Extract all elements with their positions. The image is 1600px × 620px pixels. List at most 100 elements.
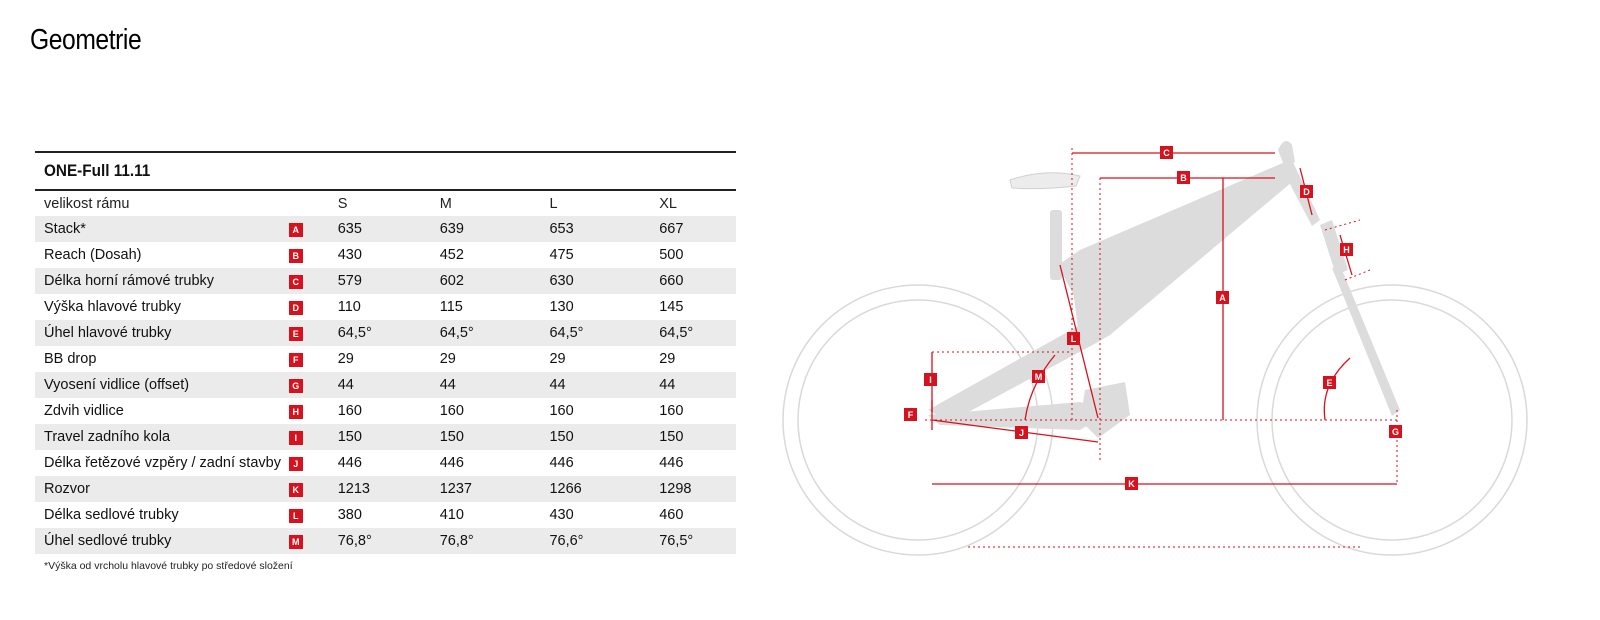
row-value: 446 bbox=[439, 455, 464, 471]
row-value: 160 bbox=[439, 403, 464, 419]
dimension-badge: D bbox=[288, 301, 303, 315]
row-value: 475 bbox=[549, 247, 574, 263]
row-value: 44 bbox=[659, 372, 736, 398]
row-value: 150 bbox=[659, 424, 736, 450]
row-value: 602 bbox=[439, 268, 550, 294]
dimension-badges: C B D H A L M I E F J G K bbox=[904, 146, 1402, 490]
table-row: Vyosení vidlice (offset) G 44 44 44 44 bbox=[35, 372, 736, 398]
svg-text:B: B bbox=[1180, 173, 1187, 183]
row-value: 110 bbox=[337, 299, 361, 315]
table-header-row: velikost rámu S M L XL bbox=[35, 190, 736, 216]
row-value: 667 bbox=[659, 216, 736, 242]
front-wheel bbox=[1256, 284, 1528, 556]
row-value: 639 bbox=[439, 216, 550, 242]
svg-text:H: H bbox=[1343, 245, 1350, 255]
row-value: 29 bbox=[439, 351, 456, 367]
header-label: velikost rámu bbox=[44, 195, 130, 212]
row-value: 380 bbox=[337, 507, 362, 523]
row-value: 76,8° bbox=[439, 528, 550, 554]
row-label: Reach (Dosah) bbox=[44, 247, 142, 263]
svg-text:F: F bbox=[908, 410, 914, 420]
page-title: Geometrie bbox=[30, 24, 142, 56]
row-label: Délka horní rámové trubky bbox=[35, 268, 289, 294]
bike-frame bbox=[928, 160, 1400, 438]
row-label: Výška hlavové trubky bbox=[44, 299, 182, 315]
model-name: ONE-Full 11.11 bbox=[44, 161, 151, 180]
badge-g: G bbox=[1389, 425, 1402, 438]
row-value: 64,5° bbox=[439, 320, 550, 346]
svg-text:E: E bbox=[1326, 378, 1332, 388]
table-row: Zdvih vidlice H 160 160 160 160 bbox=[35, 398, 736, 424]
table-row: Stack* A 635 639 653 667 bbox=[35, 216, 736, 242]
row-value: 145 bbox=[659, 299, 684, 315]
table-row: Úhel hlavové trubky E 64,5° 64,5° 64,5° 64,5° bbox=[35, 320, 736, 346]
header-size: L bbox=[549, 195, 558, 212]
row-value: 115 bbox=[439, 299, 463, 315]
dimension-badge: A bbox=[288, 223, 303, 237]
svg-text:M: M bbox=[1035, 372, 1043, 382]
row-value: 430 bbox=[549, 507, 574, 523]
row-label: Stack* bbox=[35, 216, 289, 242]
row-value: 452 bbox=[439, 247, 464, 263]
row-value: 29 bbox=[337, 351, 354, 367]
badge-m: M bbox=[1032, 370, 1045, 383]
row-value: 653 bbox=[549, 216, 660, 242]
row-value: 160 bbox=[659, 403, 684, 419]
row-value: 29 bbox=[659, 351, 676, 367]
dimension-badge: C bbox=[288, 275, 303, 289]
row-value: 76,5° bbox=[659, 528, 736, 554]
row-label: Rozvor bbox=[35, 476, 289, 502]
row-value: 150 bbox=[439, 424, 550, 450]
svg-text:L: L bbox=[1071, 334, 1077, 344]
table-row: Délka horní rámové trubky C 579 602 630 660 bbox=[35, 268, 736, 294]
table-row: Reach (Dosah) B 430 452 475 500 bbox=[35, 242, 736, 268]
svg-text:K: K bbox=[1128, 479, 1135, 489]
svg-text:C: C bbox=[1163, 148, 1170, 158]
badge-e: E bbox=[1323, 376, 1336, 389]
row-value: 64,5° bbox=[549, 320, 660, 346]
row-label: Délka sedlové trubky bbox=[44, 507, 179, 523]
handlebar bbox=[1278, 141, 1295, 168]
row-value: 44 bbox=[337, 372, 440, 398]
header-size: M bbox=[439, 195, 452, 212]
header-size: XL bbox=[659, 195, 677, 212]
header-size: S bbox=[337, 195, 348, 212]
row-value: 76,8° bbox=[337, 528, 440, 554]
row-value: 410 bbox=[439, 507, 464, 523]
badge-h: H bbox=[1340, 243, 1353, 256]
saddle bbox=[1009, 172, 1081, 190]
row-value: 446 bbox=[549, 455, 574, 471]
dimension-badge: B bbox=[288, 249, 303, 263]
badge-j: J bbox=[1015, 426, 1028, 439]
svg-text:J: J bbox=[1019, 428, 1024, 438]
row-value: 44 bbox=[439, 372, 550, 398]
row-value: 579 bbox=[337, 268, 440, 294]
row-value: 446 bbox=[659, 455, 684, 471]
row-value: 430 bbox=[337, 247, 362, 263]
badge-b: B bbox=[1177, 171, 1190, 184]
row-value: 160 bbox=[337, 403, 362, 419]
badge-a: A bbox=[1216, 291, 1229, 304]
badge-k: K bbox=[1125, 477, 1138, 490]
table-row: Rozvor K 1213 1237 1266 1298 bbox=[35, 476, 736, 502]
svg-text:A: A bbox=[1219, 293, 1226, 303]
row-value: 500 bbox=[659, 247, 684, 263]
row-value: 1213 bbox=[337, 476, 440, 502]
svg-text:I: I bbox=[929, 375, 932, 385]
badge-f: F bbox=[904, 408, 917, 421]
dimension-badge: G bbox=[288, 379, 303, 393]
geometry-table: ONE-Full 11.11 velikost rámu S M L XL St… bbox=[35, 151, 736, 554]
row-value: 64,5° bbox=[659, 320, 736, 346]
row-value: 44 bbox=[549, 372, 660, 398]
row-value: 150 bbox=[549, 424, 660, 450]
model-row: ONE-Full 11.11 bbox=[35, 151, 736, 191]
row-label: Travel zadního kola bbox=[35, 424, 289, 450]
row-label: Vyosení vidlice (offset) bbox=[35, 372, 289, 398]
table-row: Úhel sedlové trubky M 76,8° 76,8° 76,6° 76,5° bbox=[35, 528, 736, 554]
row-value: 29 bbox=[549, 351, 566, 367]
row-value: 76,6° bbox=[549, 528, 660, 554]
row-value: 1266 bbox=[549, 476, 660, 502]
dimension-badge: H bbox=[288, 405, 303, 419]
dimension-lines bbox=[925, 148, 1400, 548]
row-label: Délka řetězové vzpěry / zadní stavby bbox=[44, 455, 281, 471]
